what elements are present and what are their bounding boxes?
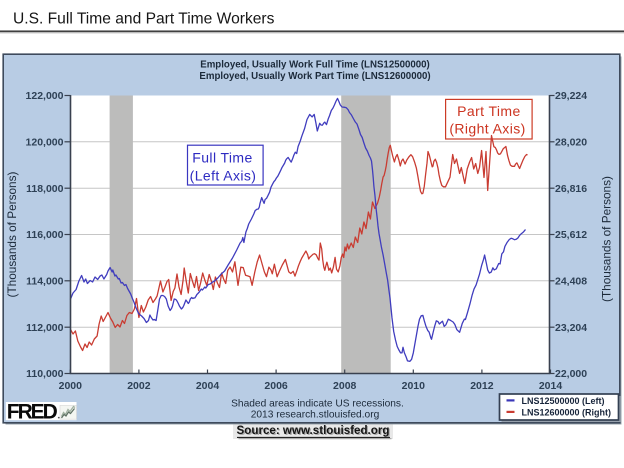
svg-text:2006: 2006 bbox=[264, 380, 288, 392]
svg-text:22,000: 22,000 bbox=[555, 368, 587, 380]
svg-text:2008: 2008 bbox=[333, 380, 357, 392]
svg-text:112,000: 112,000 bbox=[26, 322, 64, 334]
svg-text:25,612: 25,612 bbox=[555, 229, 587, 241]
svg-text:110,000: 110,000 bbox=[26, 368, 64, 380]
svg-text:Source: www.stlouisfed.org: Source: www.stlouisfed.org bbox=[238, 425, 391, 438]
svg-text:(Thousands of Persons): (Thousands of Persons) bbox=[600, 176, 614, 302]
svg-text:116,000: 116,000 bbox=[26, 229, 64, 241]
svg-text:2000: 2000 bbox=[59, 380, 83, 392]
svg-text:Employed, Usually Work Full Ti: Employed, Usually Work Full Time (LNS125… bbox=[200, 60, 430, 71]
svg-text:LNS12600000 (Right): LNS12600000 (Right) bbox=[522, 407, 612, 417]
svg-text:29,224: 29,224 bbox=[555, 90, 587, 102]
svg-text:Part Time: Part Time bbox=[457, 103, 521, 119]
svg-text:26,816: 26,816 bbox=[555, 183, 587, 195]
svg-text:U.S. Full Time and Part Time W: U.S. Full Time and Part Time Workers bbox=[13, 11, 275, 28]
svg-text:2013 research.stlouisfed.org: 2013 research.stlouisfed.org bbox=[251, 410, 380, 421]
svg-text:2002: 2002 bbox=[127, 380, 151, 392]
svg-text:28,020: 28,020 bbox=[555, 136, 587, 148]
svg-text:(Left Axis): (Left Axis) bbox=[190, 168, 257, 184]
svg-text:Full Time: Full Time bbox=[192, 149, 252, 165]
svg-text:LNS12500000 (Left): LNS12500000 (Left) bbox=[522, 396, 605, 406]
svg-text:Shaded areas indicate US reces: Shaded areas indicate US recessions. bbox=[231, 398, 404, 409]
svg-text:2004: 2004 bbox=[196, 380, 220, 392]
svg-text:118,000: 118,000 bbox=[26, 183, 64, 195]
svg-text:(Right Axis): (Right Axis) bbox=[449, 121, 525, 137]
svg-text:122,000: 122,000 bbox=[26, 90, 64, 102]
svg-text:FRED: FRED bbox=[7, 400, 58, 423]
svg-text:114,000: 114,000 bbox=[26, 275, 64, 287]
svg-text:23,204: 23,204 bbox=[555, 322, 587, 334]
svg-text:2010: 2010 bbox=[402, 380, 426, 392]
svg-text:Employed, Usually Work Part Ti: Employed, Usually Work Part Time (LNS126… bbox=[199, 71, 430, 82]
svg-text:(Thousands of Persons): (Thousands of Persons) bbox=[5, 171, 19, 297]
svg-text:2014: 2014 bbox=[539, 380, 563, 392]
svg-text:2012: 2012 bbox=[470, 380, 494, 392]
svg-text:120,000: 120,000 bbox=[26, 136, 64, 148]
svg-text:Source: www.stlouisfed.org: Source: www.stlouisfed.org bbox=[237, 424, 390, 437]
svg-text:24,408: 24,408 bbox=[555, 275, 587, 287]
